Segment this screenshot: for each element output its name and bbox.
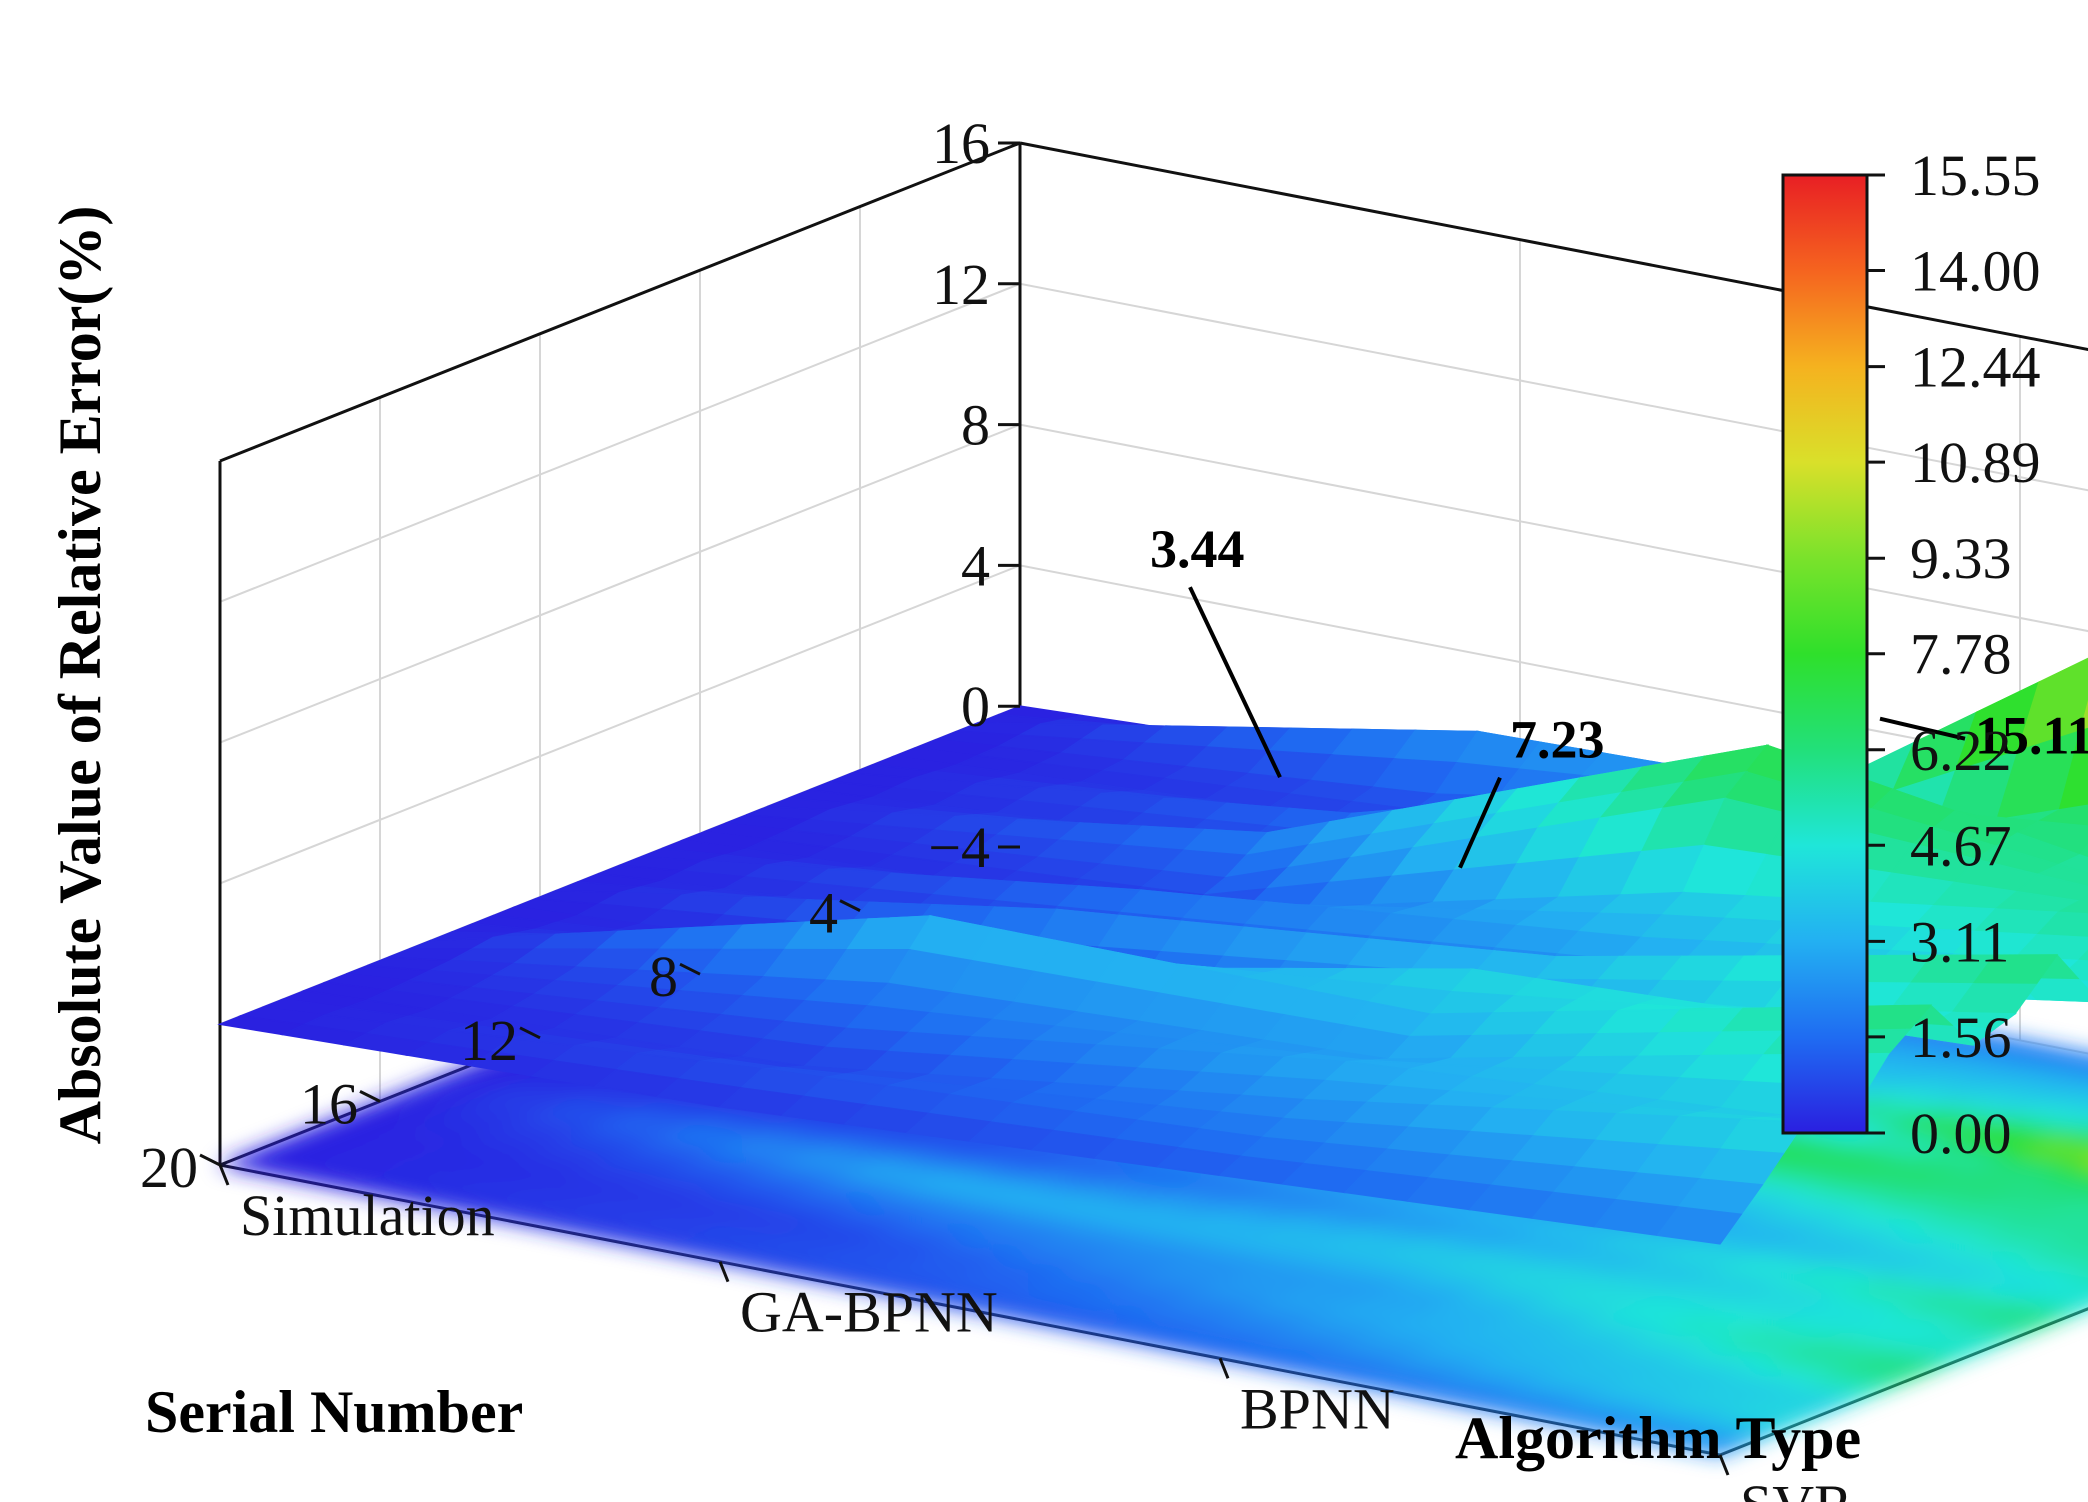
colorbar-tick-label: 7.78 xyxy=(1910,622,2012,687)
annotations: 3.44 7.23 15.11 xyxy=(1150,519,2088,869)
floor-cell xyxy=(2033,1245,2088,1266)
y-axis-label: Serial Number xyxy=(145,1379,523,1445)
floor-cell xyxy=(2011,1291,2088,1314)
surface-cell xyxy=(2056,854,2088,875)
colorbar-tick-label: 15.55 xyxy=(1910,143,2041,208)
colorbar-tick-label: 4.67 xyxy=(1910,813,2012,878)
serial-tick-label: 4 xyxy=(809,881,838,946)
colorbar-tick-label: 14.00 xyxy=(1910,238,2041,303)
annotation-label: 7.23 xyxy=(1510,710,1605,770)
floor-cell xyxy=(2013,1179,2088,1203)
floor-cell xyxy=(2057,1051,2088,1067)
floor-cell xyxy=(2076,1196,2088,1204)
annotation-leader xyxy=(1879,716,1966,741)
floor-cell xyxy=(2075,1233,2088,1242)
floor-cell xyxy=(2036,1059,2088,1080)
z-tick-label: 4 xyxy=(961,533,990,598)
colorbar-tick-label: 3.11 xyxy=(1910,909,2009,974)
floor-cell xyxy=(2077,1123,2088,1130)
floor-cell xyxy=(2057,1088,2088,1105)
algorithm-tick-mark xyxy=(1718,1454,1730,1476)
algorithm-tick-mark xyxy=(1218,1357,1230,1379)
serial-tick-label: 16 xyxy=(300,1071,358,1136)
axis-frame-line xyxy=(219,141,1021,463)
colorbar-tick-label: 12.44 xyxy=(1910,335,2041,400)
floor-cell xyxy=(2013,1216,2088,1240)
surface-cell xyxy=(1656,1206,1743,1245)
floor-cell xyxy=(2035,1134,2088,1155)
floor-cell xyxy=(2012,1254,2088,1277)
annotation-leader xyxy=(1458,776,1502,869)
surface-cell xyxy=(2055,900,2088,915)
floor-cell xyxy=(2054,1237,2088,1254)
algorithm-tick-mark xyxy=(718,1261,730,1283)
surface-cell xyxy=(2079,700,2088,733)
algorithm-tick-label: SVR xyxy=(1740,1473,1853,1502)
surface-cell xyxy=(2076,949,2088,962)
floor-cell xyxy=(2034,1171,2088,1192)
serial-tick-mark xyxy=(359,1090,381,1103)
z-tick-label: 12 xyxy=(932,252,990,317)
annotation-leader xyxy=(1188,586,1282,779)
annotation-label: 3.44 xyxy=(1150,519,1245,579)
colorbar-gradient xyxy=(1781,173,1869,1135)
axes: Absolute Value of Relative Error(%) Seri… xyxy=(47,111,1861,1502)
colorbar-tick-label: 10.89 xyxy=(1910,430,2041,495)
serial-tick-mark xyxy=(839,899,861,912)
algorithm-tick-label: Simulation xyxy=(240,1183,495,1248)
floor-cell xyxy=(2034,1208,2088,1229)
floor-cell xyxy=(2075,1270,2088,1279)
z-tick-label: 8 xyxy=(961,393,990,458)
floor-cell xyxy=(2078,1086,2088,1092)
serial-tick-mark xyxy=(679,962,701,976)
serial-tick-label: 12 xyxy=(460,1008,518,1073)
serial-tick-mark xyxy=(519,1026,541,1040)
error-surface xyxy=(217,657,2088,1245)
colorbar-tick-label: 9.33 xyxy=(1910,526,2012,591)
floor-cell xyxy=(2055,1200,2088,1217)
algorithm-tick-mark xyxy=(218,1164,230,1186)
surface-cell xyxy=(2058,727,2088,811)
z-tick-label: 0 xyxy=(961,674,990,739)
floor-cell xyxy=(2015,1068,2088,1091)
z-tick-label: −4 xyxy=(928,815,990,880)
annotation-label: 15.11 xyxy=(1975,706,2088,766)
algorithm-tick-label: BPNN xyxy=(1240,1376,1395,1441)
floor-cell xyxy=(2036,1096,2088,1117)
surface-cell xyxy=(2078,843,2088,859)
floor-cell xyxy=(2053,1274,2088,1291)
axis-frame-line xyxy=(1019,141,2088,352)
serial-tick-mark xyxy=(199,1153,221,1167)
colorbar: 0.00 1.56 3.11 4.67 6.22 7.78 9.33 10.89 12.44 14… xyxy=(1781,143,2041,1166)
floor-cell xyxy=(2056,1125,2088,1142)
serial-tick-label: 20 xyxy=(140,1135,198,1200)
x-axis-label: Algorithm Type xyxy=(1455,1405,1861,1471)
floor-cell xyxy=(2032,1282,2088,1304)
colorbar-tick-label: 6.22 xyxy=(1910,718,2012,783)
floor-cell xyxy=(2015,1105,2088,1128)
algorithm-tick-label: GA-BPNN xyxy=(740,1280,998,1345)
floor-cell xyxy=(2055,1162,2088,1179)
floor-cell xyxy=(2076,1159,2088,1167)
colorbar-tick-label: 1.56 xyxy=(1910,1005,2012,1070)
floor-cell xyxy=(2014,1142,2088,1166)
serial-tick-label: 8 xyxy=(649,944,678,1009)
colorbar-tick-label: 0.00 xyxy=(1910,1101,2012,1166)
z-axis-label: Absolute Value of Relative Error(%) xyxy=(47,206,113,1145)
z-tick-label: 16 xyxy=(932,111,990,176)
